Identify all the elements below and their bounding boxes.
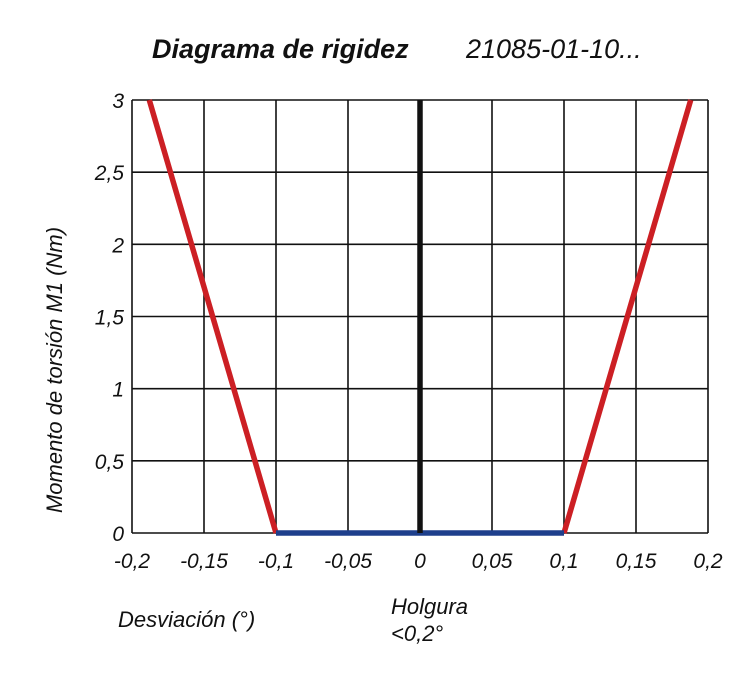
series-lines — [146, 99, 694, 536]
x-tick-label: 0 — [414, 550, 426, 573]
x-tick-label: -0,1 — [258, 550, 294, 573]
chart-subtitle: 21085-01-10... — [465, 34, 642, 64]
series-line-1 — [561, 99, 694, 534]
x-tick-label: 0,05 — [472, 550, 513, 573]
x-tick-label: 0,2 — [693, 550, 723, 573]
y-tick-label: 2,5 — [94, 162, 125, 185]
y-tick-label: 1 — [112, 379, 124, 402]
x-tick-labels: -0,2 -0,15 -0,1 -0,05 0 0,05 0,1 0,15 0,2 — [114, 550, 723, 573]
x-tick-label: 0,1 — [549, 550, 578, 573]
y-tick-label: 0,5 — [95, 451, 125, 474]
y-tick-label: 0 — [112, 523, 124, 546]
y-tick-label: 1,5 — [95, 307, 125, 330]
y-axis-label: Momento de torsión M1 (Nm) — [42, 227, 67, 513]
chart-title: Diagrama de rigidez — [152, 34, 409, 64]
x-tick-label: 0,15 — [616, 550, 657, 573]
annotation-holgura-value: <0,2° — [391, 621, 443, 646]
x-tick-label: -0,2 — [114, 550, 151, 573]
series-line-0 — [146, 99, 279, 534]
y-tick-label: 2 — [111, 234, 124, 257]
x-tick-label: -0,15 — [180, 550, 228, 573]
annotation-holgura: Holgura — [391, 594, 468, 619]
x-axis-label: Desviación (°) — [118, 607, 255, 632]
x-tick-label: -0,05 — [324, 550, 372, 573]
y-tick-labels: 0 0,5 1 1,5 2 2,5 3 — [94, 90, 125, 546]
y-tick-label: 3 — [112, 90, 124, 113]
